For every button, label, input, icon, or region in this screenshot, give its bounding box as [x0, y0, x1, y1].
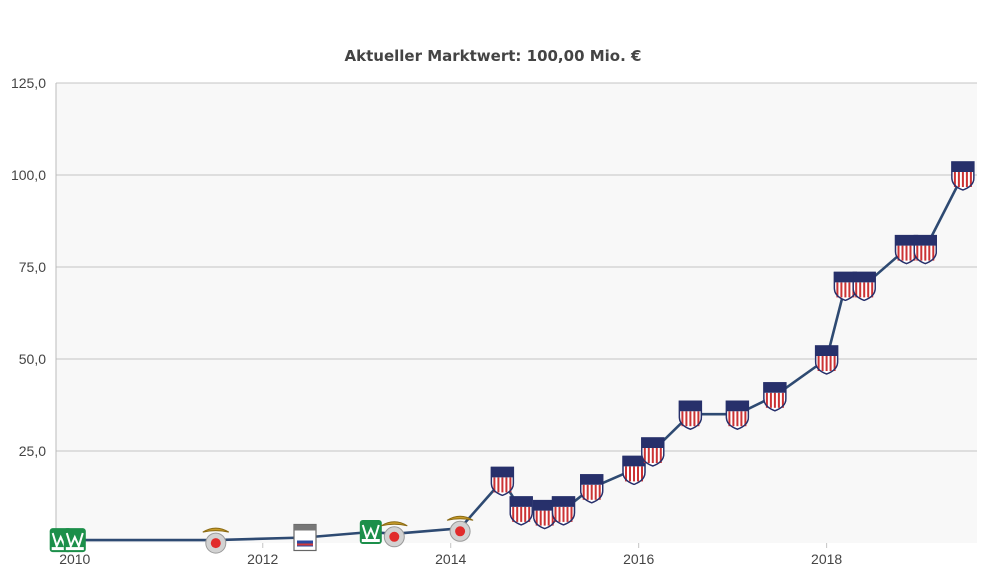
grid-lines [56, 82, 977, 452]
vitoria-icon[interactable] [293, 523, 317, 552]
atletico-icon[interactable] [622, 455, 646, 486]
rio-ave-icon[interactable] [359, 520, 382, 544]
benfica-icon[interactable] [202, 527, 230, 554]
x-tick-label: 2010 [59, 551, 90, 567]
chart-title: Aktueller Marktwert: 100,00 Mio. € [345, 47, 642, 65]
x-tick-label: 2016 [623, 551, 654, 567]
atletico-icon[interactable] [551, 496, 576, 526]
atletico-icon[interactable] [913, 234, 937, 265]
club-markers [49, 161, 975, 554]
x-tick-label: 2014 [435, 551, 466, 567]
y-tick-label: 25,0 [19, 443, 46, 459]
atletico-icon[interactable] [509, 496, 533, 526]
y-tick-label: 125,0 [11, 75, 46, 91]
atletico-icon[interactable] [641, 437, 665, 467]
atletico-icon[interactable] [725, 400, 750, 430]
x-tick-label: 2018 [811, 551, 842, 567]
atletico-icon[interactable] [763, 382, 787, 412]
y-tick-label: 50,0 [19, 351, 46, 367]
atletico-icon[interactable] [814, 345, 839, 375]
atletico-icon[interactable] [490, 466, 515, 497]
y-tick-label: 75,0 [19, 259, 46, 275]
benfica-icon[interactable] [446, 515, 474, 542]
x-tick-label: 2012 [247, 551, 278, 567]
y-tick-label: 100,0 [11, 167, 46, 183]
atletico-icon[interactable] [852, 271, 876, 302]
x-axis: 2010 2012 2014 2016 2018 [59, 543, 842, 567]
plot-area [56, 83, 977, 543]
atletico-icon[interactable] [678, 400, 703, 430]
y-axis: 25,0 50,0 75,0 100,0 125,0 [11, 75, 57, 543]
benfica-icon[interactable] [381, 521, 408, 548]
atletico-icon[interactable] [580, 474, 604, 504]
atletico-icon[interactable] [951, 161, 975, 191]
rio-ave-icon[interactable] [63, 528, 86, 553]
